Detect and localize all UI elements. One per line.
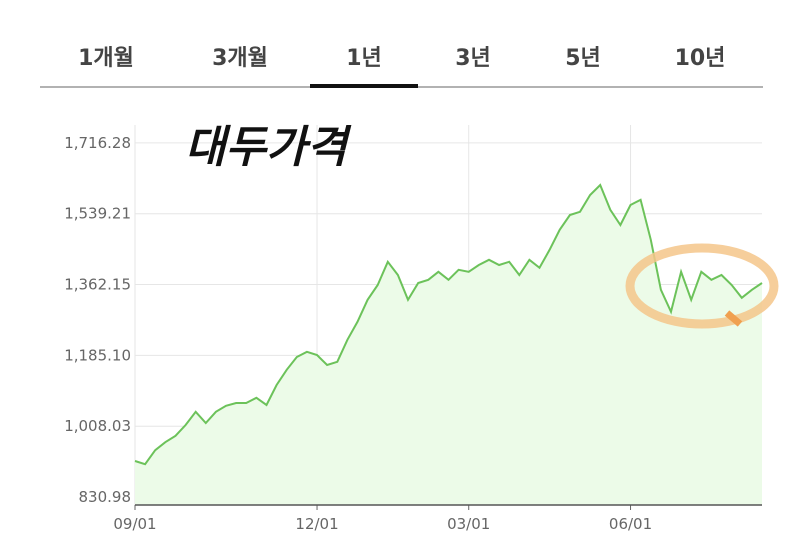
y-tick-label: 1,008.03 — [64, 417, 131, 435]
tab[interactable]: 3개월 — [212, 46, 268, 71]
tab[interactable]: 3년 — [455, 46, 491, 71]
tab[interactable]: 5년 — [565, 46, 601, 71]
tab[interactable]: 10년 — [675, 46, 726, 71]
chart: 830.98 1,008.03 1,185.10 1,362.15 1,539.21 1,… — [64, 125, 763, 533]
area-fill — [135, 185, 762, 505]
x-tick-label: 06/01 — [609, 515, 652, 533]
y-tick-label: 1,185.10 — [64, 346, 131, 364]
x-tick-label: 12/01 — [295, 515, 338, 533]
highlight-stroke — [724, 310, 743, 327]
tab[interactable]: 1년 — [346, 46, 382, 71]
y-tick-label: 1,716.28 — [64, 134, 131, 152]
price-line — [134, 183, 763, 466]
x-tick-label: 09/01 — [113, 515, 156, 533]
annotation: 대두가격 — [185, 122, 351, 173]
x-tick-label: 03/01 — [447, 515, 490, 533]
y-tick-label: 1,539.21 — [64, 205, 131, 223]
y-tick-label: 1,362.15 — [64, 276, 131, 294]
tab-bar: 1개월 3개월 1년 3년 5년 10년 — [78, 46, 725, 88]
highlight-circle — [625, 243, 779, 329]
tab[interactable]: 1개월 — [78, 46, 134, 71]
tab-selected-indicator — [310, 84, 418, 88]
y-tick-label: 830.98 — [79, 488, 132, 506]
